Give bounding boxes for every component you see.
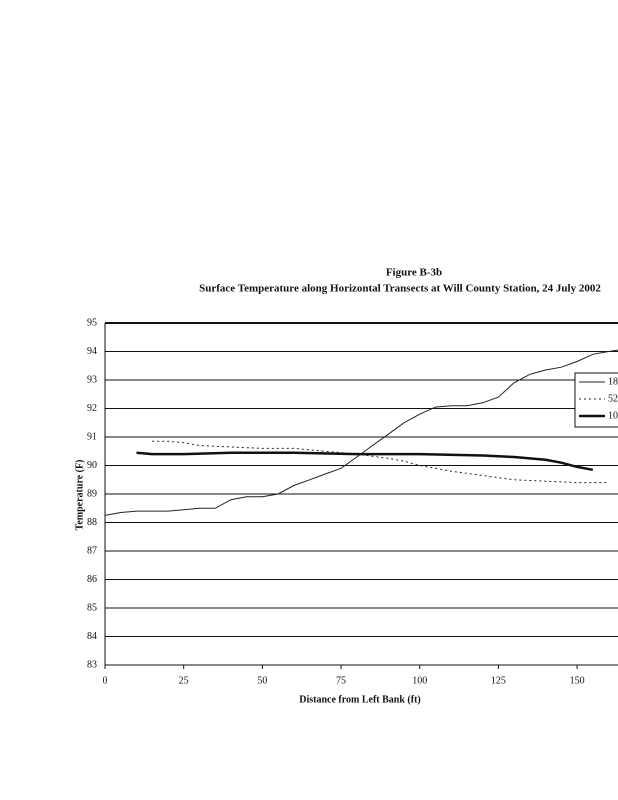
y-tick-label: 86 [87,574,97,585]
y-tick-label: 93 [87,374,97,385]
chart-subtitle: Surface Temperature along Horizontal Tra… [199,283,601,295]
y-tick-label: 83 [87,659,97,670]
y-tick-label: 90 [87,460,97,471]
y-tick-label: 89 [87,488,97,499]
x-tick-label: 75 [336,675,346,686]
y-tick-label: 92 [87,403,97,414]
y-tick-label: 88 [87,517,97,528]
chart-title: Figure B-3b [386,267,442,279]
y-tick-label: 91 [87,431,97,442]
series-line [152,440,609,484]
x-tick-label: 50 [257,675,267,686]
x-tick-label: 100 [412,675,427,686]
x-tick-label: 150 [570,675,585,686]
y-tick-label: 84 [87,631,97,642]
x-tick-label: 25 [179,675,189,686]
legend-label: 10 [608,410,618,421]
y-tick-label: 87 [87,545,97,556]
legend-label: 52 [608,393,618,404]
x-axis-title: Distance from Left Bank (ft) [299,694,420,705]
y-tick-label: 95 [87,317,97,328]
y-axis-title: Temperature (F) [74,460,85,531]
series-line [104,349,618,516]
y-tick-label: 85 [87,602,97,613]
series-line [136,451,594,472]
x-tick-label: 0 [103,675,108,686]
x-tick-label: 125 [491,675,506,686]
legend-label: 18 [608,376,618,387]
y-tick-label: 94 [87,346,97,357]
